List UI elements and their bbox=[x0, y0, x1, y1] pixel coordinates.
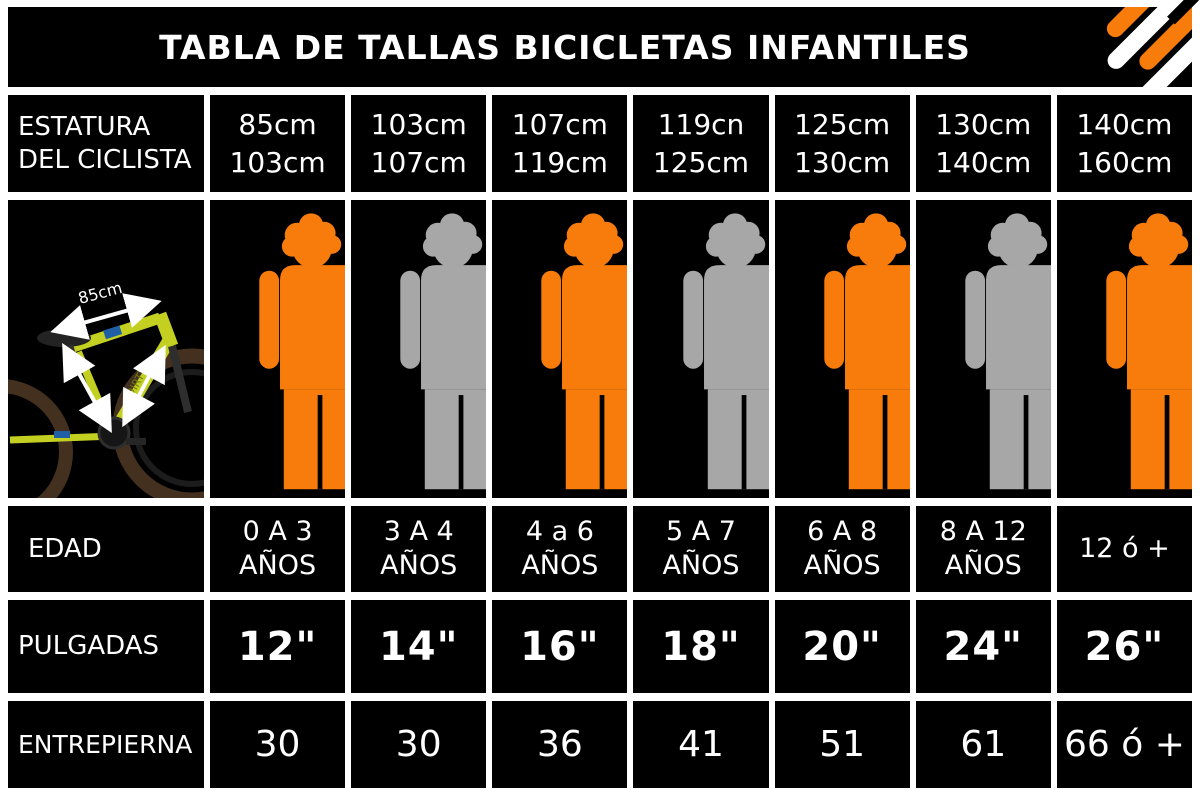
estatura-max: 125cm bbox=[652, 145, 750, 179]
inseam-value: 66 ó + bbox=[1063, 724, 1185, 765]
estatura-max: 130cm bbox=[794, 145, 891, 179]
entrepierna-col-5: 51 bbox=[774, 701, 910, 788]
figure-col-2 bbox=[351, 200, 487, 498]
figure-col-7 bbox=[1056, 200, 1192, 498]
figure-col-3 bbox=[492, 200, 628, 498]
edad-col-4: 5 A 7 AÑOS bbox=[633, 506, 769, 592]
row-label-entrepierna: ENTREPIERNA bbox=[8, 701, 204, 788]
edad-col-1: 0 A 3 AÑOS bbox=[210, 506, 346, 592]
edad-unit: AÑOS bbox=[380, 550, 458, 581]
wheel-size: 26" bbox=[1084, 623, 1165, 670]
estatura-max: 160cm bbox=[1076, 145, 1173, 179]
edad-range: 0 A 3 bbox=[242, 516, 313, 548]
estatura-col-3: 107cm 119cm bbox=[492, 95, 628, 192]
wheel-size: 16" bbox=[520, 623, 600, 670]
estatura-max: 119cm bbox=[511, 145, 608, 179]
estatura-max: 140cm bbox=[935, 145, 1032, 179]
person-silhouette-icon bbox=[389, 210, 486, 493]
estatura-max: 107cm bbox=[370, 145, 467, 179]
edad-range: 3 A 4 bbox=[383, 516, 454, 548]
edad-range: 5 A 7 bbox=[665, 516, 736, 548]
estatura-max: 103cm bbox=[229, 145, 326, 179]
estatura-min: 130cm bbox=[935, 107, 1032, 141]
estatura-min: 140cm bbox=[1076, 107, 1173, 141]
estatura-min: 103cm bbox=[370, 107, 467, 141]
person-silhouette-icon bbox=[672, 210, 769, 493]
inseam-value: 30 bbox=[254, 724, 301, 765]
size-table: ESTATURA DEL CICLISTA 85cm 103cm 103cm 107… bbox=[8, 95, 1192, 788]
person-silhouette-icon bbox=[813, 210, 910, 493]
pulgadas-col-6: 24" bbox=[915, 600, 1051, 693]
figure-col-1 bbox=[210, 200, 346, 498]
entrepierna-col-2: 30 bbox=[351, 701, 487, 788]
estatura-col-4: 119cn 125cm bbox=[633, 95, 769, 192]
label-line: EDAD bbox=[28, 533, 102, 564]
label-line: PULGADAS bbox=[18, 631, 159, 662]
pulgadas-col-1: 12" bbox=[210, 600, 346, 693]
inseam-value: 41 bbox=[678, 724, 724, 765]
person-silhouette-icon bbox=[530, 210, 627, 493]
inseam-value: 36 bbox=[536, 724, 583, 765]
edad-unit: AÑOS bbox=[521, 550, 599, 581]
wheel-size: 20" bbox=[802, 623, 882, 670]
pulgadas-col-2: 14" bbox=[351, 600, 487, 693]
inseam-value: 61 bbox=[960, 724, 1007, 765]
figure-col-6 bbox=[915, 200, 1051, 498]
estatura-min: 85cm bbox=[238, 107, 317, 141]
person-silhouette-icon bbox=[1095, 210, 1192, 493]
person-silhouette-icon bbox=[248, 210, 345, 493]
estatura-col-6: 130cm 140cm bbox=[915, 95, 1051, 192]
row-label-pulgadas: PULGADAS bbox=[8, 600, 204, 693]
edad-col-6: 8 A 12 AÑOS bbox=[915, 506, 1051, 592]
edad-unit: AÑOS bbox=[239, 550, 317, 581]
figure-col-5 bbox=[774, 200, 910, 498]
edad-unit: AÑOS bbox=[803, 550, 881, 581]
wheel-size: 14" bbox=[378, 623, 459, 670]
wheel-size: 24" bbox=[943, 623, 1024, 670]
page-title: TABLA DE TALLAS BICICLETAS INFANTILES bbox=[159, 27, 971, 67]
pulgadas-col-7: 26" bbox=[1056, 600, 1192, 693]
edad-range: 4 a 6 bbox=[525, 516, 594, 548]
estatura-min: 125cm bbox=[794, 107, 891, 141]
inseam-value: 51 bbox=[819, 724, 866, 765]
header-bar: TABLA DE TALLAS BICICLETAS INFANTILES bbox=[8, 0, 1199, 87]
entrepierna-col-3: 36 bbox=[492, 701, 628, 788]
entrepierna-col-6: 61 bbox=[915, 701, 1051, 788]
edad-unit: AÑOS bbox=[944, 550, 1022, 581]
brand-logo-icon bbox=[1106, 7, 1192, 87]
pulgadas-col-5: 20" bbox=[774, 600, 910, 693]
figure-col-4 bbox=[633, 200, 769, 498]
wheel-size: 18" bbox=[661, 623, 741, 670]
label-line: DEL CICLISTA bbox=[18, 144, 192, 175]
entrepierna-col-1: 30 bbox=[210, 701, 346, 788]
wheel-size: 12" bbox=[237, 623, 318, 670]
estatura-col-5: 125cm 130cm bbox=[774, 95, 910, 192]
edad-range: 12 ó + bbox=[1079, 533, 1170, 565]
pulgadas-col-3: 16" bbox=[492, 600, 628, 693]
estatura-col-7: 140cm 160cm bbox=[1056, 95, 1192, 192]
label-line: ESTATURA bbox=[18, 112, 151, 142]
entrepierna-col-7: 66 ó + bbox=[1056, 701, 1192, 788]
edad-col-2: 3 A 4 AÑOS bbox=[351, 506, 487, 592]
row-label-estatura: ESTATURA DEL CICLISTA bbox=[8, 95, 204, 192]
label-line: ENTREPIERNA bbox=[18, 729, 193, 759]
edad-range: 6 A 8 bbox=[807, 516, 878, 548]
estatura-col-2: 103cm 107cm bbox=[351, 95, 487, 192]
estatura-min: 107cm bbox=[511, 107, 608, 141]
estatura-min: 119cn bbox=[657, 107, 745, 141]
inseam-value: 30 bbox=[395, 724, 442, 765]
entrepierna-col-4: 41 bbox=[633, 701, 769, 788]
estatura-col-1: 85cm 103cm bbox=[210, 95, 346, 192]
person-silhouette-icon bbox=[954, 210, 1051, 493]
edad-unit: AÑOS bbox=[662, 550, 740, 581]
row-label-edad: EDAD bbox=[8, 506, 204, 592]
edad-col-5: 6 A 8 AÑOS bbox=[774, 506, 910, 592]
bike-measure-illustration: DIRTY 85cm bbox=[8, 200, 204, 498]
edad-col-3: 4 a 6 AÑOS bbox=[492, 506, 628, 592]
pulgadas-col-4: 18" bbox=[633, 600, 769, 693]
edad-range: 8 A 12 bbox=[939, 516, 1027, 548]
edad-col-7: 12 ó + bbox=[1056, 506, 1192, 592]
